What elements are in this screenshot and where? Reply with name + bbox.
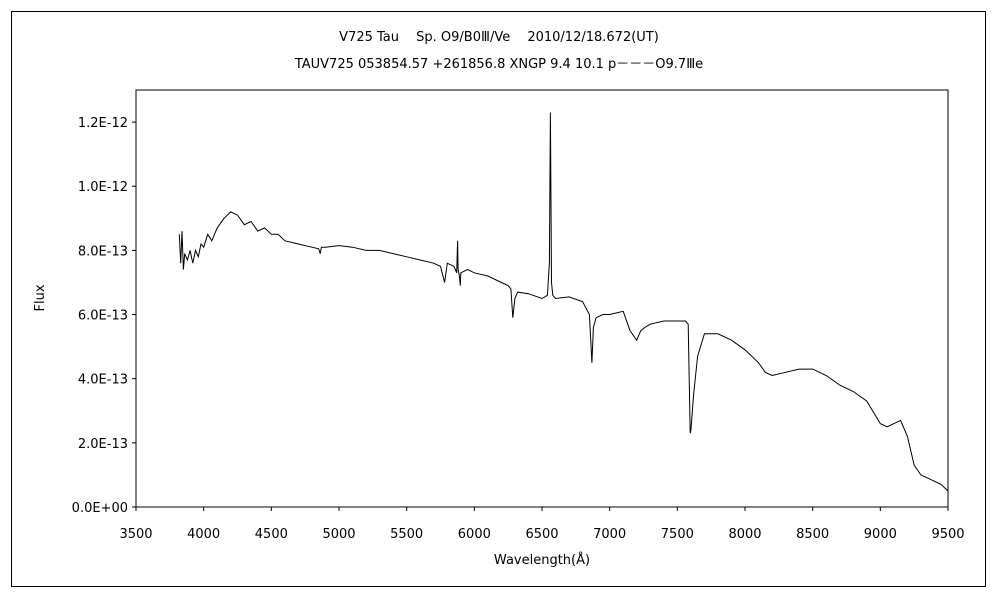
- x-tick-label: 7000: [593, 527, 626, 542]
- x-axis: 3500 4000 4500 5000 5500 6000 6500 7000 7500 8000…: [119, 507, 965, 542]
- y-tick-label: 6.0E-13: [78, 309, 128, 324]
- y-axis: 0.0E+00 2.0E-13 4.0E-13 6.0E-13 8.0E-13 1.0E-…: [72, 116, 136, 516]
- x-tick-label: 4000: [187, 527, 220, 542]
- x-tick-label: 6000: [458, 527, 491, 542]
- x-tick-label: 7500: [661, 527, 694, 542]
- x-tick-label: 9000: [864, 527, 897, 542]
- y-tick-label: 2.0E-13: [78, 437, 128, 452]
- y-tick-label: 0.0E+00: [72, 501, 128, 516]
- chart-title: V725 Tau Sp. O9/B0Ⅲ/Ve 2010/12/18.672(UT…: [339, 30, 659, 45]
- y-axis-label: Flux: [33, 284, 48, 311]
- x-tick-label: 3500: [119, 527, 152, 542]
- x-tick-label: 6500: [525, 527, 558, 542]
- chart-svg: V725 Tau Sp. O9/B0Ⅲ/Ve 2010/12/18.672(UT…: [33, 30, 965, 568]
- chart-subtitle: TAUV725 053854.57 +261856.8 XNGP 9.4 10.…: [294, 57, 703, 72]
- x-axis-label: Wavelength(Å): [494, 552, 590, 568]
- spectrum-line: [178, 112, 949, 492]
- x-tick-label: 5500: [390, 527, 423, 542]
- y-tick-label: 4.0E-13: [78, 373, 128, 388]
- x-tick-label: 8500: [796, 527, 829, 542]
- y-tick-label: 8.0E-13: [78, 244, 128, 259]
- y-tick-label: 1.0E-12: [78, 180, 128, 195]
- x-tick-label: 4500: [255, 527, 288, 542]
- x-tick-label: 8000: [728, 527, 761, 542]
- y-tick-label: 1.2E-12: [78, 116, 128, 131]
- x-tick-label: 5000: [322, 527, 355, 542]
- chart-frame: V725 Tau Sp. O9/B0Ⅲ/Ve 2010/12/18.672(UT…: [11, 11, 986, 587]
- x-tick-label: 9500: [931, 527, 964, 542]
